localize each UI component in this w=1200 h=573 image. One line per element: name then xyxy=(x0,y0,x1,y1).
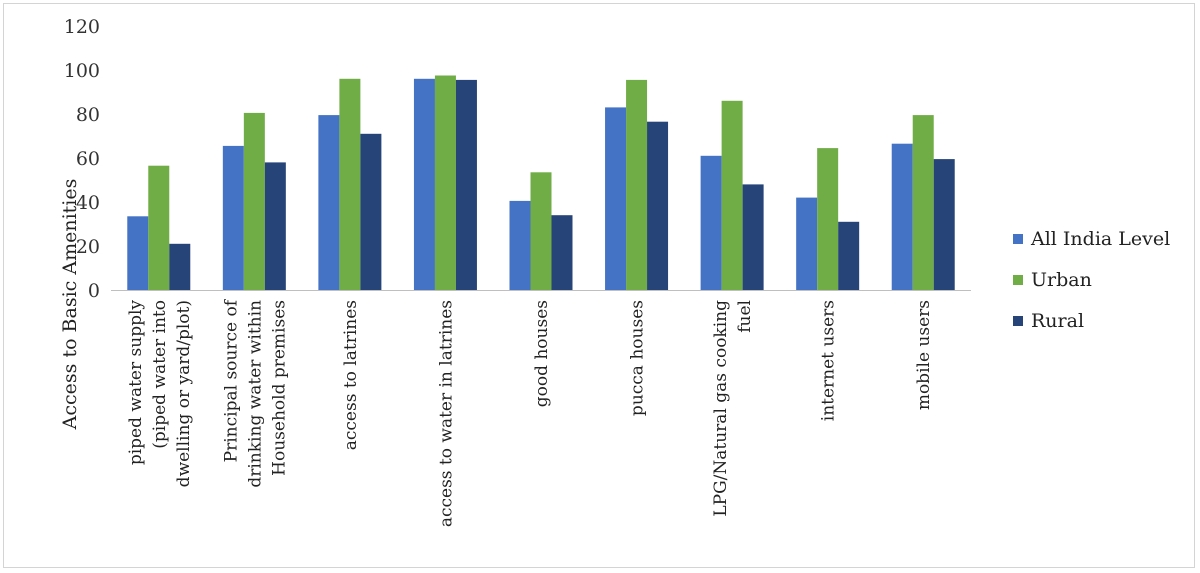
bar-all-india-level xyxy=(127,216,149,290)
bar-rural xyxy=(551,215,573,290)
category-label-line: access to water in latrines xyxy=(436,300,456,527)
bar-chart: 0 20 40 60 80 100 120 piped water supply (piped… xyxy=(59,16,1170,527)
category-label: pucca houses xyxy=(628,300,648,416)
category-label-line: LPG/Natural gas cooking xyxy=(711,300,731,517)
bar-urban xyxy=(148,165,170,290)
category-label: piped water supply (piped water into dwell… xyxy=(126,300,194,488)
bar-urban xyxy=(243,112,265,291)
category-label-line: Household premises xyxy=(269,300,289,476)
category-label-line: mobile users xyxy=(914,300,934,410)
category-label-line: internet users xyxy=(819,300,839,421)
y-tick-label: 80 xyxy=(76,104,100,126)
legend-label: Urban xyxy=(1031,269,1092,291)
legend-swatch xyxy=(1013,316,1023,326)
category-label-line: dwelling or yard/plot) xyxy=(174,300,194,487)
bar-rural xyxy=(455,79,477,291)
category-label: access to latrines xyxy=(341,300,361,450)
y-tick-label: 40 xyxy=(76,192,100,214)
bar-all-india-level xyxy=(222,145,244,290)
bar-all-india-level xyxy=(413,78,435,290)
y-tick-label: 20 xyxy=(76,236,100,258)
category-label-line: access to latrines xyxy=(341,300,361,450)
bar-urban xyxy=(817,148,839,290)
bar-all-india-level xyxy=(796,197,818,290)
bar-urban xyxy=(721,100,743,290)
category-label-line: (piped water into xyxy=(150,300,170,449)
category-labels: piped water supply (piped water into dwell… xyxy=(126,298,934,527)
y-tick-label: 120 xyxy=(64,16,100,38)
bar-rural xyxy=(647,121,669,290)
bar-all-india-level xyxy=(318,115,340,290)
bar-rural xyxy=(933,159,955,290)
legend-swatch xyxy=(1013,234,1023,244)
legend-swatch xyxy=(1013,275,1023,285)
bar-urban xyxy=(626,79,648,291)
bar-rural xyxy=(360,133,382,290)
category-label: access to water in latrines xyxy=(436,300,456,527)
bar-rural xyxy=(264,162,286,290)
bar-all-india-level xyxy=(509,200,531,290)
category-label: mobile users xyxy=(914,300,934,410)
category-label: Principal source of drinking water within… xyxy=(221,298,289,487)
y-axis-ticks: 0 20 40 60 80 100 120 xyxy=(64,16,100,302)
category-label: good houses xyxy=(532,300,552,407)
bar-urban xyxy=(530,172,552,290)
bar-all-india-level xyxy=(891,143,913,290)
bar-rural xyxy=(742,184,764,290)
category-label-line: good houses xyxy=(532,300,552,407)
bars xyxy=(127,75,955,291)
y-tick-label: 100 xyxy=(64,60,100,82)
legend: All India Level Urban Rural xyxy=(1013,228,1170,332)
bar-urban xyxy=(434,75,456,290)
category-label: internet users xyxy=(819,300,839,421)
category-label: LPG/Natural gas cooking fuel xyxy=(711,300,755,517)
category-label-line: Principal source of xyxy=(221,298,241,462)
category-label-line: fuel xyxy=(735,300,755,333)
y-tick-label: 0 xyxy=(88,280,100,302)
bar-urban xyxy=(339,78,361,290)
bar-rural xyxy=(838,221,860,290)
y-tick-label: 60 xyxy=(76,148,100,170)
category-label-line: piped water supply xyxy=(126,300,146,466)
chart-frame: 0 20 40 60 80 100 120 piped water supply (piped… xyxy=(3,3,1195,568)
category-label-line: drinking water within xyxy=(245,300,265,488)
y-axis-title: Access to Basic Amenities xyxy=(59,179,81,431)
legend-label: All India Level xyxy=(1030,228,1170,250)
legend-label: Rural xyxy=(1031,310,1084,332)
bar-rural xyxy=(169,243,191,290)
category-label-line: pucca houses xyxy=(628,300,648,416)
bar-all-india-level xyxy=(605,107,627,291)
bar-urban xyxy=(912,115,934,290)
bar-all-india-level xyxy=(700,155,722,290)
